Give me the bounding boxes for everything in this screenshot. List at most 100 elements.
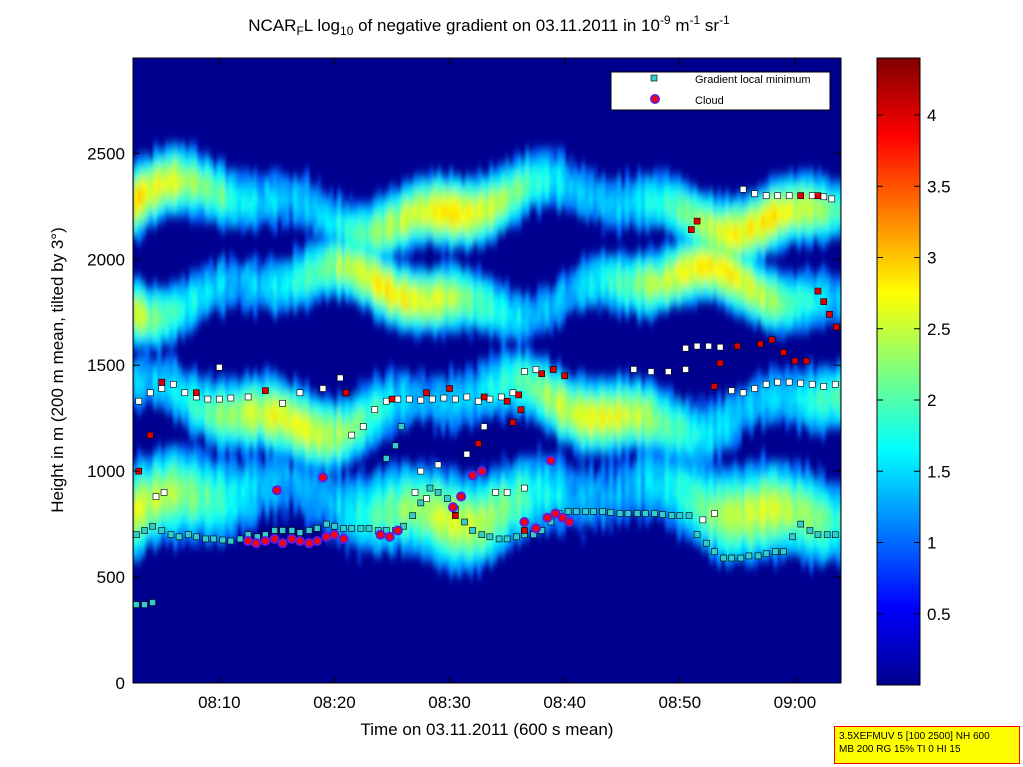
- heatmap-cell: [477, 539, 482, 546]
- heatmap-cell: [189, 206, 194, 213]
- heatmap-cell: [457, 174, 462, 181]
- heatmap-cell: [345, 428, 350, 435]
- heatmap-cell: [453, 497, 458, 504]
- heatmap-cell: [237, 386, 242, 393]
- heatmap-cell: [497, 201, 502, 207]
- heatmap-cell: [433, 269, 438, 276]
- heatmap-cell: [401, 481, 406, 488]
- heatmap-cell: [433, 232, 438, 239]
- heatmap-cell: [145, 349, 150, 356]
- heatmap-cell: [461, 566, 466, 573]
- heatmap-cell: [221, 508, 226, 515]
- heatmap-cell: [425, 296, 430, 303]
- heatmap-cell: [365, 264, 370, 271]
- heatmap-cell: [377, 253, 382, 260]
- heatmap-cell: [329, 407, 334, 414]
- heatmap-cell: [189, 428, 194, 435]
- heatmap-cell: [257, 487, 262, 493]
- heatmap-cell: [217, 402, 222, 409]
- heatmap-cell: [141, 396, 146, 403]
- heatmap-cell: [173, 386, 178, 393]
- heatmap-cell: [397, 487, 402, 493]
- heatmap-cell: [197, 487, 202, 493]
- heatmap-cell: [269, 370, 274, 377]
- heatmap-cell: [493, 227, 498, 234]
- heatmap-cell: [473, 375, 478, 382]
- heatmap-cell: [297, 465, 302, 472]
- heatmap-cell: [313, 487, 318, 493]
- heatmap-cell: [217, 185, 222, 192]
- heatmap-cell: [453, 280, 458, 287]
- heatmap-cell: [209, 471, 214, 478]
- heatmap-cell: [189, 301, 194, 308]
- heatmap-cell: [437, 561, 442, 568]
- heatmap-cell: [405, 518, 410, 525]
- heatmap-cell: [513, 365, 518, 372]
- heatmap-cell: [421, 206, 426, 213]
- heatmap-cell: [349, 529, 354, 536]
- heatmap-cell: [373, 396, 378, 403]
- heatmap-cell: [453, 545, 458, 552]
- heatmap-cell: [289, 291, 294, 297]
- heatmap-cell: [385, 301, 390, 308]
- heatmap-cell: [185, 492, 190, 499]
- heatmap-cell: [461, 508, 466, 515]
- heatmap-cell: [361, 465, 366, 472]
- heatmap-cell: [357, 301, 362, 308]
- heatmap-cell: [277, 174, 282, 181]
- heatmap-cell: [237, 391, 242, 398]
- heatmap-cell: [453, 201, 458, 207]
- heatmap-cell: [197, 428, 202, 435]
- heatmap-cell: [249, 465, 254, 472]
- heatmap-cell: [413, 322, 418, 329]
- heatmap-cell: [337, 227, 342, 234]
- heatmap-cell: [289, 434, 294, 440]
- heatmap-cell: [253, 285, 258, 292]
- heatmap-cell: [489, 502, 494, 509]
- heatmap-cell: [145, 153, 150, 160]
- heatmap-cell: [177, 529, 182, 536]
- heatmap-cell: [177, 481, 182, 488]
- heatmap-cell: [301, 497, 306, 504]
- heatmap-cell: [461, 391, 466, 398]
- heatmap-cell: [377, 481, 382, 488]
- heatmap-cell: [481, 190, 486, 197]
- heatmap-cell: [517, 402, 522, 409]
- heatmap-cell: [485, 508, 490, 515]
- heatmap-cell: [397, 328, 402, 335]
- heatmap-cell: [389, 296, 394, 303]
- heatmap-cell: [269, 386, 274, 393]
- heatmap-cell: [345, 508, 350, 515]
- heatmap-cell: [341, 428, 346, 435]
- heatmap-cell: [409, 248, 414, 255]
- heatmap-cell: [297, 386, 302, 393]
- heatmap-cell: [329, 232, 334, 239]
- heatmap-cell: [305, 206, 310, 213]
- heatmap-cell: [317, 402, 322, 409]
- heatmap-cell: [449, 571, 454, 578]
- heatmap-cell: [481, 524, 486, 530]
- heatmap-cell: [229, 216, 234, 223]
- heatmap-cell: [237, 381, 242, 387]
- heatmap-cell: [149, 502, 154, 509]
- heatmap-cell: [221, 169, 226, 176]
- heatmap-cell: [453, 296, 458, 303]
- heatmap-cell: [253, 259, 258, 266]
- heatmap-cell: [221, 375, 226, 382]
- heatmap-cell: [293, 386, 298, 393]
- heatmap-cell: [449, 545, 454, 552]
- heatmap-cell: [305, 243, 310, 250]
- heatmap-cell: [157, 179, 162, 186]
- heatmap-cell: [393, 190, 398, 197]
- heatmap-cell: [365, 434, 370, 440]
- heatmap-cell: [473, 561, 478, 568]
- heatmap-cell: [261, 216, 266, 223]
- heatmap-cell: [257, 492, 262, 499]
- heatmap-cell: [305, 439, 310, 446]
- heatmap-cell: [213, 460, 218, 467]
- heatmap-cell: [441, 529, 446, 536]
- heatmap-cell: [485, 518, 490, 525]
- heatmap-cell: [225, 508, 230, 515]
- heatmap-cell: [213, 291, 218, 297]
- heatmap-cell: [417, 185, 422, 192]
